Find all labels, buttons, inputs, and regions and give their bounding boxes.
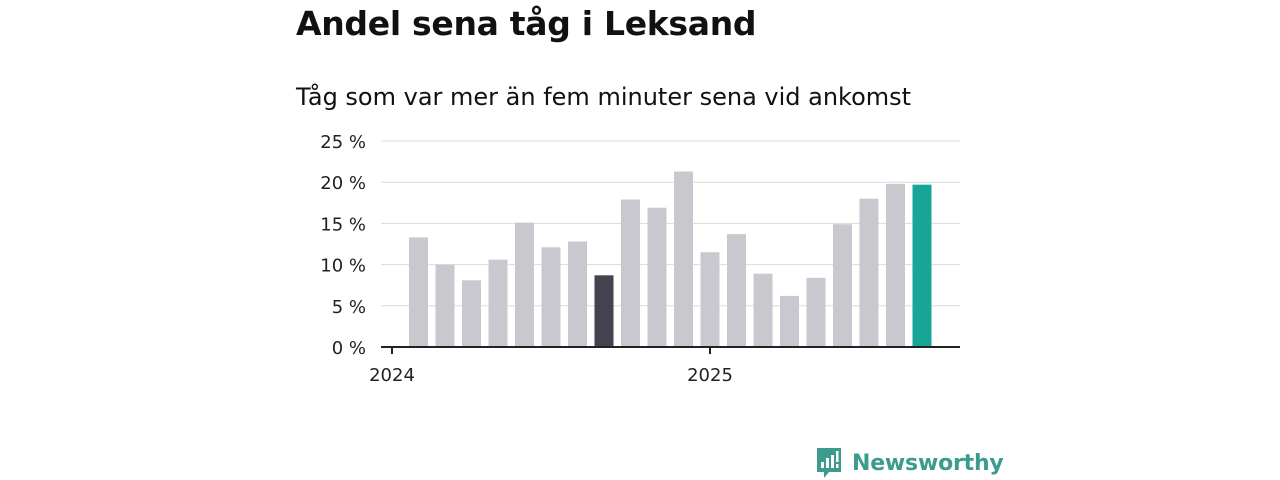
y-tick-label: 25 % bbox=[320, 132, 366, 153]
bar bbox=[409, 237, 428, 347]
bar bbox=[859, 198, 879, 347]
bar bbox=[780, 295, 799, 347]
chart-title: Andel sena tåg i Leksand bbox=[296, 4, 757, 43]
bar bbox=[833, 224, 852, 347]
bar bbox=[806, 277, 826, 347]
x-tick-label: 2024 bbox=[369, 365, 415, 386]
bar-chart: 0 % 5 % 10 % 15 % 20 % 25 % 2024 2025 bbox=[320, 132, 960, 386]
y-tick-label: 0 % bbox=[332, 338, 366, 359]
newsworthy-logo-icon bbox=[817, 448, 841, 478]
bar bbox=[621, 199, 640, 347]
bar bbox=[753, 273, 773, 347]
bar bbox=[488, 259, 508, 347]
bar bbox=[886, 183, 905, 347]
bar bbox=[674, 171, 693, 347]
bar bbox=[700, 252, 720, 347]
y-tick-label: 15 % bbox=[320, 214, 366, 235]
bar bbox=[594, 275, 614, 347]
y-axis-labels: 0 % 5 % 10 % 15 % 20 % 25 % bbox=[320, 132, 366, 359]
bar bbox=[912, 184, 932, 347]
bar bbox=[515, 222, 534, 347]
brand-name: Newsworthy bbox=[852, 450, 1004, 476]
bars bbox=[409, 171, 932, 347]
y-tick-label: 5 % bbox=[332, 297, 366, 318]
bar bbox=[435, 264, 455, 347]
y-tick-label: 10 % bbox=[320, 256, 366, 277]
bar bbox=[462, 280, 481, 347]
x-axis: 2024 2025 bbox=[369, 346, 960, 386]
bar bbox=[727, 234, 746, 347]
y-tick-label: 20 % bbox=[320, 173, 366, 194]
bar bbox=[541, 247, 561, 347]
chart-subtitle: Tåg som var mer än fem minuter sena vid … bbox=[296, 83, 912, 111]
newsworthy-brand: Newsworthy bbox=[815, 446, 1004, 480]
bar bbox=[647, 207, 667, 347]
x-tick-label: 2025 bbox=[687, 365, 733, 386]
bar bbox=[568, 241, 587, 347]
